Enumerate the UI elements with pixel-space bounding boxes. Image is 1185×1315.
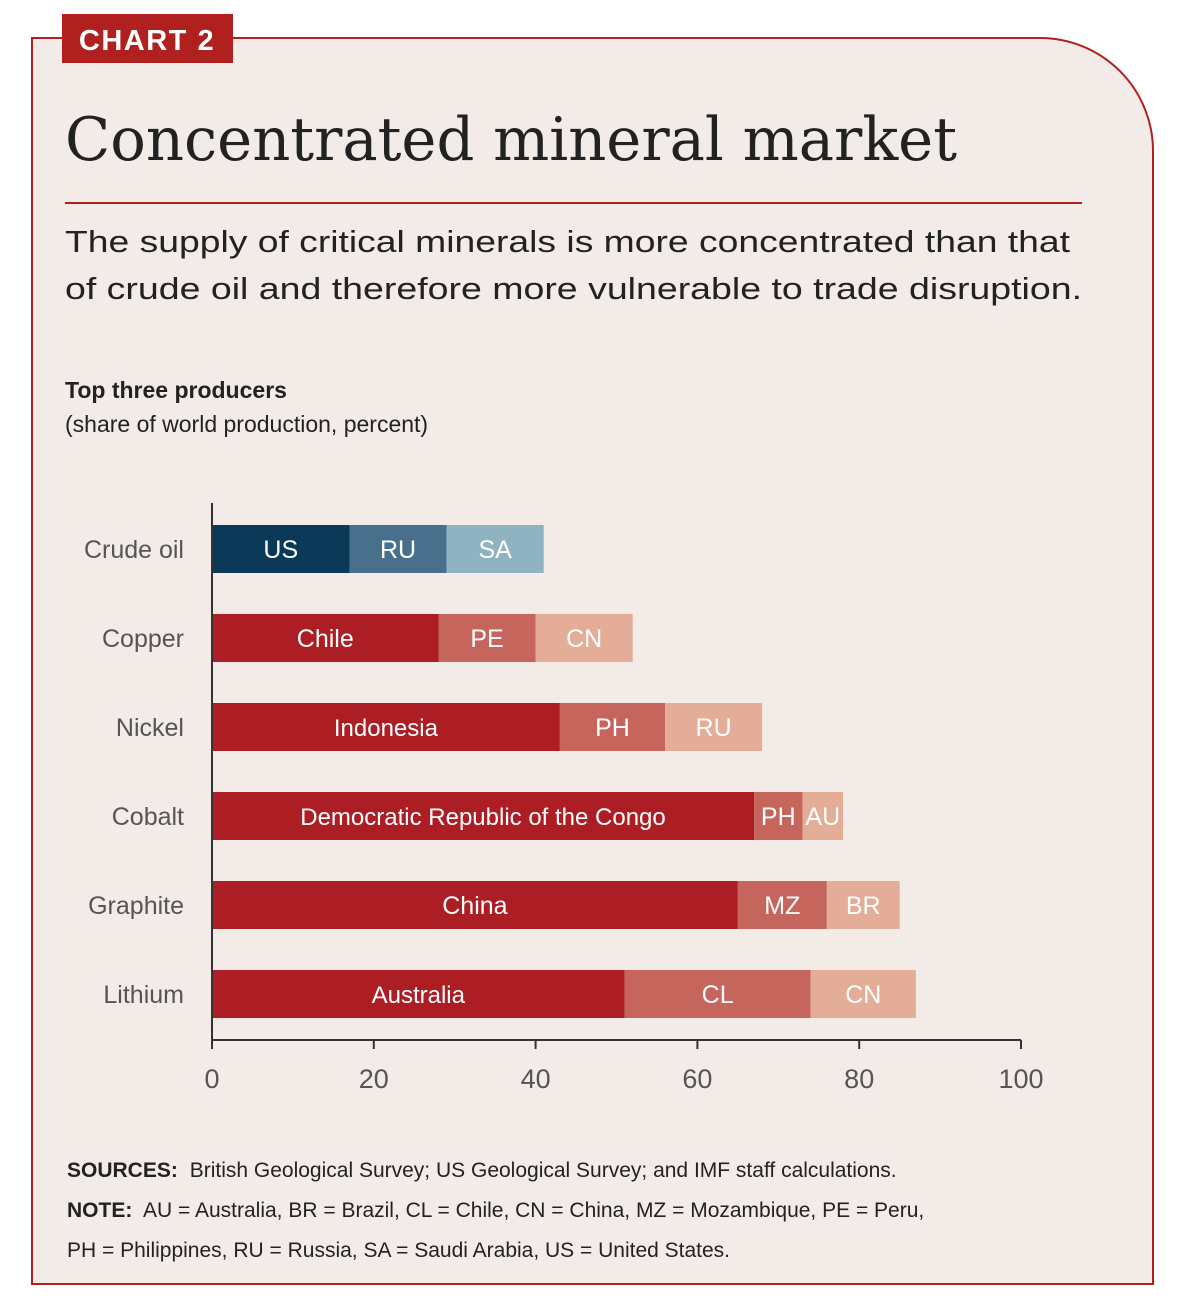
x-tick-label: 40 xyxy=(521,1064,551,1094)
chart-subtitle: (share of world production, percent) xyxy=(65,411,428,437)
bar-segment xyxy=(810,970,916,1018)
bar-segment xyxy=(212,703,560,751)
bar-segment xyxy=(212,881,738,929)
x-tick-label: 0 xyxy=(204,1064,219,1094)
bar-segment-label: BR xyxy=(846,892,881,920)
bar-segment xyxy=(438,614,536,662)
bar-segment xyxy=(212,525,350,573)
note-label: NOTE: xyxy=(67,1199,132,1222)
bar-segment xyxy=(826,881,900,929)
bar-segment-label: AU xyxy=(805,803,840,831)
bar-segment-label: CL xyxy=(702,981,734,1009)
note-text-2: PH = Philippines, RU = Russia, SA = Saud… xyxy=(67,1239,730,1262)
bar-segment xyxy=(737,881,827,929)
bar-segment xyxy=(665,703,763,751)
bar-segment xyxy=(754,792,803,840)
plot-area: US RU SA Crude oil Chile PE CN Copper Indonesia P… xyxy=(84,503,1044,1094)
bar-segment xyxy=(212,614,439,662)
bar-segment-label: PE xyxy=(470,625,503,653)
chart-badge: CHART 2 xyxy=(79,25,215,57)
note-line-1: NOTE: AU = Australia, BR = Brazil, CL = … xyxy=(67,1199,924,1222)
bar-segment xyxy=(802,792,844,840)
x-tick-label: 100 xyxy=(998,1064,1043,1094)
sources-line: SOURCES: British Geological Survey; US G… xyxy=(67,1159,897,1182)
sources-label: SOURCES: xyxy=(67,1159,178,1182)
bar-segment xyxy=(349,525,447,573)
page-title: Concentrated mineral market xyxy=(65,105,957,175)
bar-segment-label: MZ xyxy=(764,892,800,920)
badge-box xyxy=(62,14,233,63)
subtitle-line-2: of crude oil and therefore more vulnerab… xyxy=(65,271,1082,306)
bar-segment-label: RU xyxy=(696,714,732,742)
category-label: Nickel xyxy=(116,714,184,742)
bar-segment-label: Chile xyxy=(297,625,354,653)
bar-segment xyxy=(446,525,544,573)
bar-segment xyxy=(212,792,755,840)
bar-segment xyxy=(535,614,633,662)
bar-segment-label: PH xyxy=(761,803,796,831)
note-text-1: AU = Australia, BR = Brazil, CL = Chile,… xyxy=(143,1199,924,1222)
bar-segment xyxy=(212,970,625,1018)
bar-segment xyxy=(624,970,811,1018)
bar-segment-label: CN xyxy=(566,625,602,653)
x-tick-label: 20 xyxy=(359,1064,389,1094)
chart-title: Top three producers xyxy=(65,377,287,403)
x-tick-label: 80 xyxy=(844,1064,874,1094)
bar-segment-label: Indonesia xyxy=(334,715,439,742)
category-label: Cobalt xyxy=(112,803,184,831)
bar-segment-label: Democratic Republic of the Congo xyxy=(300,804,666,831)
bar-segment-label: SA xyxy=(478,536,512,564)
category-label: Graphite xyxy=(88,892,184,920)
category-label: Lithium xyxy=(103,981,184,1009)
subtitle-line-1: The supply of critical minerals is more … xyxy=(65,224,1070,259)
bar-segment-label: China xyxy=(442,892,507,920)
bar-segment-label: Australia xyxy=(372,982,466,1009)
bar-segment xyxy=(559,703,666,751)
category-label: Crude oil xyxy=(84,536,184,564)
x-tick-label: 60 xyxy=(682,1064,712,1094)
bar-segment-label: US xyxy=(263,536,298,564)
bar-segment-label: RU xyxy=(380,536,416,564)
bar-segment-label: PH xyxy=(595,714,630,742)
bar-segment-label: CN xyxy=(845,981,881,1009)
sources-text: British Geological Survey; US Geological… xyxy=(190,1159,897,1182)
category-label: Copper xyxy=(102,625,184,653)
